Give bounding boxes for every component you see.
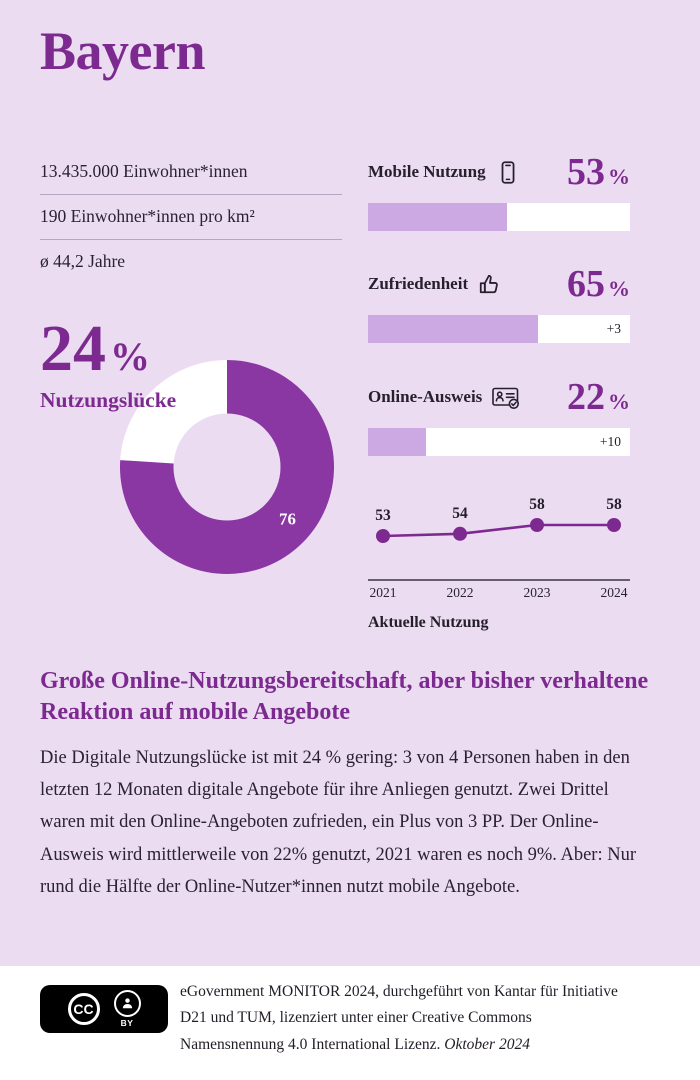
- person-icon: [113, 990, 141, 1017]
- metric-bar: [368, 203, 630, 231]
- donut-arc: [119, 359, 335, 575]
- page-title: Bayern: [40, 21, 206, 81]
- metric-value: 53 %: [567, 153, 630, 191]
- metric-label: Mobile Nutzung: [368, 162, 486, 181]
- metric-zufriedenheit: Zufriedenheit 65 % +3: [368, 262, 630, 343]
- footer-date: Oktober 2024: [444, 1035, 530, 1053]
- metric-delta: +10: [599, 434, 621, 449]
- usage-gap-donut-chart: 76: [118, 358, 336, 576]
- metric-value-number: 53: [567, 151, 605, 193]
- stat-population: 13.435.000 Einwohner*innen: [40, 150, 342, 195]
- metric-online-ausweis: Online-Ausweis 22 % +10: [368, 375, 630, 456]
- headline: Große Online-Nutzungsbereitschaft, aber …: [40, 668, 649, 726]
- stat-density: 190 Einwohner*innen pro km²: [40, 195, 342, 240]
- metric-value-number: 22: [567, 376, 605, 418]
- trend-section: 53 2021 54 2022 58 2023 58 2024 Aktuelle Nutzun…: [368, 490, 630, 632]
- stats-list: 13.435.000 Einwohner*innen 190 Einwohner…: [40, 150, 342, 284]
- trend-year-label: 2022: [447, 585, 474, 600]
- metric-value: 22 %: [567, 378, 630, 416]
- metric-bar-fill: [368, 315, 539, 343]
- smartphone-icon: [495, 160, 520, 185]
- by-label: BY: [120, 1018, 134, 1028]
- trend-value-label: 54: [452, 505, 468, 522]
- usage-gap-value: 24: [40, 312, 106, 385]
- stat-average-age: ø 44,2 Jahre: [40, 251, 126, 271]
- trend-dot: [453, 526, 467, 541]
- trend-line-chart: 53 2021 54 2022 58 2023 58 2024: [368, 496, 630, 600]
- metric-bar-fill: [368, 203, 507, 231]
- metric-value-unit: %: [608, 164, 630, 189]
- trend-year-label: 2024: [601, 585, 628, 600]
- metric-label: Online-Ausweis: [368, 387, 483, 406]
- donut-segment-label: 76: [279, 509, 296, 528]
- metric-value-unit: %: [608, 389, 630, 414]
- id-card-check-icon: [491, 385, 520, 410]
- thumbs-up-icon: [477, 272, 502, 297]
- metric-header: Mobile Nutzung 53 %: [368, 150, 630, 194]
- license-text: eGovernment MONITOR 2024, durchgeführt v…: [180, 983, 618, 1053]
- metric-value-number: 65: [567, 263, 605, 305]
- metric-bar: +3: [368, 315, 630, 343]
- usage-gap-unit: %: [110, 334, 150, 379]
- metric-label: Zufriedenheit: [368, 274, 469, 293]
- cc-by-badge: CC BY: [40, 985, 168, 1033]
- usage-gap-callout: 24 % Nutzungslücke: [40, 316, 176, 413]
- body-text: Die Digitale Nutzungslücke ist mit 24 % …: [40, 748, 636, 897]
- usage-gap-number: 24 %: [40, 316, 176, 382]
- metric-delta: +3: [606, 321, 621, 336]
- trend-dot: [376, 529, 390, 543]
- usage-gap-caption: Nutzungslücke: [40, 388, 177, 412]
- metric-header: Online-Ausweis 22 %: [368, 375, 630, 419]
- trend-value-label: 58: [606, 496, 622, 513]
- footer-license-text: eGovernment MONITOR 2024, durchgeführt v…: [180, 979, 632, 1058]
- trend-dot: [530, 518, 544, 532]
- trend-caption: Aktuelle Nutzung: [368, 614, 489, 631]
- trend-value-label: 53: [375, 507, 391, 524]
- trend-line: [382, 523, 614, 538]
- trend-year-label: 2021: [370, 585, 397, 600]
- metric-bar: +10: [368, 428, 630, 456]
- metric-header: Zufriedenheit 65 %: [368, 262, 630, 306]
- metric-value: 65 %: [567, 265, 630, 303]
- by-attribution-unit: BY: [113, 990, 141, 1028]
- metric-value-unit: %: [608, 276, 630, 301]
- trend-dot: [607, 518, 621, 532]
- trend-year-label: 2023: [524, 585, 551, 600]
- footer: CC BY eGovernment MONITOR 2024, durchgef…: [0, 966, 700, 1080]
- metric-bar-fill: [368, 428, 426, 456]
- metric-mobile-nutzung: Mobile Nutzung 53 %: [368, 150, 630, 231]
- cc-icon: CC: [67, 993, 100, 1025]
- trend-value-label: 58: [529, 496, 545, 513]
